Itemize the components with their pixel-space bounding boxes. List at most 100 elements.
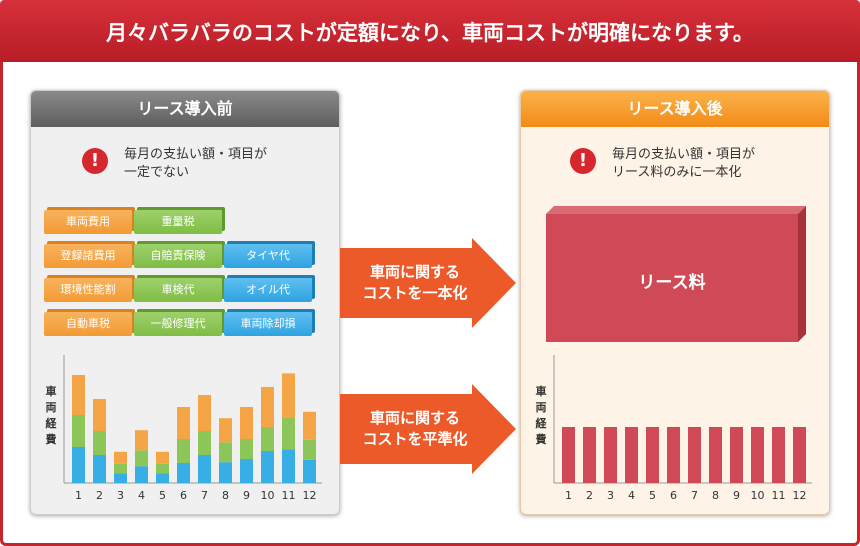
x-tick-label: 5 bbox=[649, 489, 656, 502]
bar bbox=[772, 427, 785, 483]
bar-segment bbox=[261, 427, 274, 451]
x-tick-label: 12 bbox=[793, 489, 807, 502]
bar-segment bbox=[72, 447, 85, 483]
bar-segment bbox=[240, 459, 253, 483]
bar-segment bbox=[198, 455, 211, 483]
x-tick-label: 1 bbox=[565, 489, 572, 502]
bar-segment bbox=[240, 439, 253, 459]
bar-segment bbox=[303, 411, 316, 440]
cost-item-block: 車両除却損 bbox=[224, 312, 312, 336]
lease-fee-label: リース料 bbox=[638, 273, 706, 293]
x-tick-label: 6 bbox=[670, 489, 677, 502]
before-cost-chart: 1 2 3 4 5 6 7 8 9 10 11 12 bbox=[63, 355, 322, 502]
x-tick-label: 4 bbox=[628, 489, 635, 502]
x-tick-label: 1 bbox=[75, 489, 82, 502]
arrow-unify: 車両に関する コストを一本化 bbox=[340, 238, 520, 328]
x-tick-label: 10 bbox=[261, 489, 275, 502]
x-tick-label: 10 bbox=[751, 489, 765, 502]
lease-fee-box bbox=[546, 214, 798, 342]
x-tick-label: 3 bbox=[607, 489, 614, 502]
x-tick-label: 7 bbox=[201, 489, 208, 502]
warning-icon: ! bbox=[82, 148, 108, 174]
x-tick-label: 5 bbox=[159, 489, 166, 502]
bar bbox=[793, 427, 806, 483]
x-tick-label: 3 bbox=[117, 489, 124, 502]
bar-segment bbox=[135, 466, 148, 483]
arrow-level: 車両に関する コストを平準化 bbox=[340, 384, 520, 474]
bar-segment bbox=[303, 439, 316, 460]
after-y-axis-label: 車 両 経 費 bbox=[535, 385, 547, 446]
warning-icon: ! bbox=[570, 148, 596, 174]
header-title: 月々バラバラのコストが定額になり、車両コストが明確になります。 bbox=[106, 21, 754, 45]
bar-segment bbox=[72, 415, 85, 447]
x-tick-label: 4 bbox=[138, 489, 145, 502]
bar-segment bbox=[282, 373, 295, 418]
arrow-unify-label: 車両に関する コストを一本化 bbox=[362, 263, 468, 302]
cost-item-block: 自賠責保険 bbox=[134, 244, 222, 268]
x-tick-label: 9 bbox=[243, 489, 250, 502]
bar bbox=[583, 427, 596, 483]
bar-segment bbox=[135, 450, 148, 467]
bar-segment bbox=[156, 463, 169, 474]
cost-item-block: 一般修理代 bbox=[134, 312, 222, 336]
bar-segment bbox=[282, 449, 295, 483]
bar-segment bbox=[93, 455, 106, 483]
cost-item-block: 車検代 bbox=[134, 278, 222, 302]
bar-segment bbox=[114, 463, 127, 474]
bar-segment bbox=[177, 463, 190, 483]
bar-segment bbox=[93, 399, 106, 431]
x-tick-label: 8 bbox=[222, 489, 229, 502]
cost-item-block: 重量税 bbox=[134, 210, 222, 234]
x-tick-label: 2 bbox=[96, 489, 103, 502]
x-tick-label: 11 bbox=[772, 489, 786, 502]
bar-segment bbox=[219, 442, 232, 463]
bar-segment bbox=[156, 451, 169, 464]
cost-item-block: オイル代 bbox=[224, 278, 312, 302]
after-cost-chart: 1 2 3 4 5 6 7 8 9 10 11 12 bbox=[553, 355, 812, 502]
x-tick-label: 2 bbox=[586, 489, 593, 502]
bar-segment bbox=[135, 430, 148, 451]
panel-before-title: リース導入前 bbox=[31, 91, 339, 127]
lease-box-side bbox=[798, 206, 806, 342]
bar-segment bbox=[261, 387, 274, 427]
bar-segment bbox=[261, 451, 274, 483]
cost-item-block: 環境性能割 bbox=[44, 278, 132, 302]
bar-segment bbox=[198, 395, 211, 431]
bar bbox=[688, 427, 701, 483]
bar-segment bbox=[72, 375, 85, 415]
bar bbox=[562, 427, 575, 483]
after-note: 毎月の支払い額・項目が リース料のみに一本化 bbox=[612, 147, 756, 180]
cost-item-block: 車両費用 bbox=[44, 210, 132, 234]
bar-segment bbox=[240, 407, 253, 439]
x-tick-label: 6 bbox=[180, 489, 187, 502]
bar bbox=[646, 427, 659, 483]
bar bbox=[667, 427, 680, 483]
bar-segment bbox=[114, 451, 127, 464]
before-y-axis-label: 車 両 経 費 bbox=[45, 385, 57, 446]
cost-item-block: 自動車税 bbox=[44, 312, 132, 336]
x-tick-label: 11 bbox=[282, 489, 296, 502]
bar-segment bbox=[114, 473, 127, 483]
lease-box-top bbox=[546, 206, 806, 214]
x-tick-label: 8 bbox=[712, 489, 719, 502]
bar bbox=[709, 427, 722, 483]
panel-after-title: リース導入後 bbox=[521, 91, 829, 127]
header-banner: 月々バラバラのコストが定額になり、車両コストが明確になります。 bbox=[0, 0, 860, 62]
bar-segment bbox=[177, 407, 190, 439]
bar-segment bbox=[177, 439, 190, 463]
x-tick-label: 12 bbox=[303, 489, 317, 502]
arrow-level-label: 車両に関する コストを平準化 bbox=[362, 409, 468, 448]
x-tick-label: 7 bbox=[691, 489, 698, 502]
cost-item-block: 登録諸費用 bbox=[44, 244, 132, 268]
bar bbox=[625, 427, 638, 483]
bar-segment bbox=[219, 462, 232, 483]
bar-segment bbox=[93, 431, 106, 455]
cost-item-block: タイヤ代 bbox=[224, 244, 312, 268]
bar-segment bbox=[198, 431, 211, 455]
before-note: 毎月の支払い額・項目が 一定でない bbox=[124, 147, 268, 180]
bar-segment bbox=[303, 459, 316, 483]
bar bbox=[730, 427, 743, 483]
bar bbox=[604, 427, 617, 483]
x-tick-label: 9 bbox=[733, 489, 740, 502]
bar-segment bbox=[156, 473, 169, 483]
